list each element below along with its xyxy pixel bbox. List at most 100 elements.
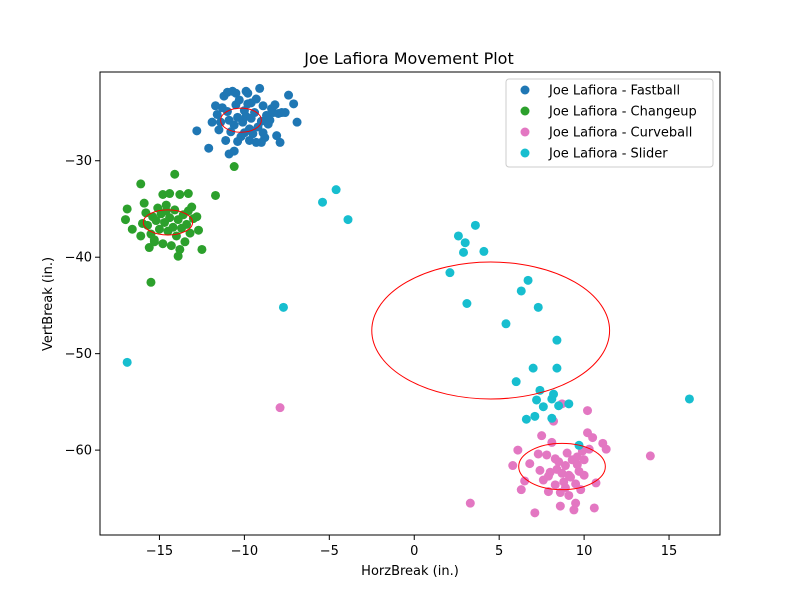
data-point bbox=[521, 414, 531, 424]
data-point bbox=[530, 508, 540, 518]
data-point bbox=[255, 83, 265, 93]
data-point bbox=[572, 460, 582, 470]
mean-ellipse bbox=[518, 442, 606, 491]
data-point bbox=[591, 478, 601, 488]
data-point bbox=[584, 444, 594, 454]
data-point bbox=[183, 189, 193, 199]
data-point bbox=[564, 490, 574, 500]
data-point bbox=[146, 277, 156, 287]
data-point bbox=[229, 120, 239, 130]
data-point bbox=[270, 100, 280, 110]
x-tick-label: 10 bbox=[576, 544, 593, 559]
data-point bbox=[170, 169, 180, 179]
data-point bbox=[234, 95, 244, 105]
data-point bbox=[525, 459, 535, 469]
data-point bbox=[248, 129, 258, 139]
data-point bbox=[579, 455, 589, 465]
data-point bbox=[583, 406, 593, 416]
data-point bbox=[233, 136, 243, 146]
data-point bbox=[501, 319, 511, 329]
data-point bbox=[533, 449, 543, 459]
data-point bbox=[552, 363, 562, 373]
x-tick-label: 15 bbox=[661, 544, 678, 559]
mean-ellipse bbox=[142, 209, 194, 236]
data-point bbox=[462, 299, 472, 308]
data-point bbox=[555, 501, 565, 511]
data-point bbox=[278, 302, 288, 312]
x-tick-label: 5 bbox=[495, 544, 503, 559]
data-point bbox=[211, 101, 221, 111]
legend-marker bbox=[520, 127, 530, 137]
x-tick-label: −5 bbox=[320, 544, 339, 559]
data-point bbox=[535, 465, 545, 475]
data-point bbox=[318, 197, 328, 207]
data-point bbox=[158, 190, 168, 200]
data-point bbox=[280, 108, 290, 118]
data-point bbox=[154, 224, 164, 234]
data-point bbox=[120, 215, 130, 225]
data-point bbox=[523, 275, 533, 285]
data-point bbox=[165, 213, 175, 223]
data-point bbox=[180, 237, 190, 247]
data-point bbox=[645, 451, 655, 461]
data-point bbox=[520, 476, 530, 486]
data-point bbox=[243, 99, 253, 109]
data-point bbox=[542, 450, 552, 460]
data-point bbox=[547, 437, 557, 447]
y-tick-label: −60 bbox=[65, 444, 92, 459]
data-point bbox=[192, 212, 202, 222]
data-point bbox=[543, 471, 553, 481]
data-point bbox=[144, 243, 154, 253]
data-point bbox=[272, 131, 282, 141]
data-point bbox=[122, 357, 132, 367]
data-points bbox=[120, 83, 694, 518]
data-point bbox=[175, 244, 185, 254]
data-point bbox=[171, 231, 181, 241]
data-point bbox=[516, 286, 526, 296]
legend-label: Joe Lafiora - Slider bbox=[548, 147, 668, 162]
data-point bbox=[229, 162, 239, 172]
data-point bbox=[479, 246, 489, 256]
data-point bbox=[185, 228, 195, 238]
data-point bbox=[588, 433, 598, 443]
data-point bbox=[547, 413, 557, 423]
data-point bbox=[292, 117, 302, 127]
y-axis-ticks: −60 −50 −40 −30 bbox=[65, 154, 100, 459]
data-point bbox=[175, 190, 185, 200]
x-tick-label: −15 bbox=[146, 544, 173, 559]
y-tick-label: −30 bbox=[65, 154, 92, 169]
legend-label: Joe Lafiora - Curveball bbox=[548, 126, 692, 141]
data-point bbox=[569, 505, 579, 515]
data-point bbox=[538, 402, 548, 412]
data-point bbox=[221, 135, 231, 145]
data-point bbox=[229, 146, 239, 156]
data-point bbox=[331, 185, 341, 195]
data-point bbox=[251, 137, 261, 147]
x-tick-label: 0 bbox=[410, 544, 418, 559]
data-point bbox=[513, 445, 523, 455]
data-point bbox=[571, 479, 581, 489]
data-point bbox=[246, 113, 256, 123]
data-point bbox=[459, 247, 469, 257]
data-point bbox=[516, 485, 526, 495]
data-point bbox=[275, 403, 285, 413]
data-point bbox=[204, 143, 214, 153]
data-point bbox=[552, 335, 562, 345]
data-point bbox=[212, 109, 222, 119]
mean-ellipse bbox=[371, 261, 611, 400]
data-point bbox=[231, 88, 241, 98]
data-point bbox=[601, 444, 611, 454]
data-point bbox=[453, 231, 463, 241]
mean-ellipse bbox=[220, 107, 262, 133]
data-point bbox=[555, 488, 565, 498]
data-point bbox=[122, 204, 132, 214]
data-point bbox=[532, 395, 542, 405]
x-tick-label: −10 bbox=[231, 544, 258, 559]
y-axis-label: VertBreak (in.) bbox=[41, 257, 56, 351]
data-point bbox=[284, 90, 294, 100]
data-point bbox=[136, 179, 146, 189]
y-tick-label: −40 bbox=[65, 251, 92, 266]
data-point bbox=[166, 241, 176, 251]
data-point bbox=[165, 189, 175, 199]
